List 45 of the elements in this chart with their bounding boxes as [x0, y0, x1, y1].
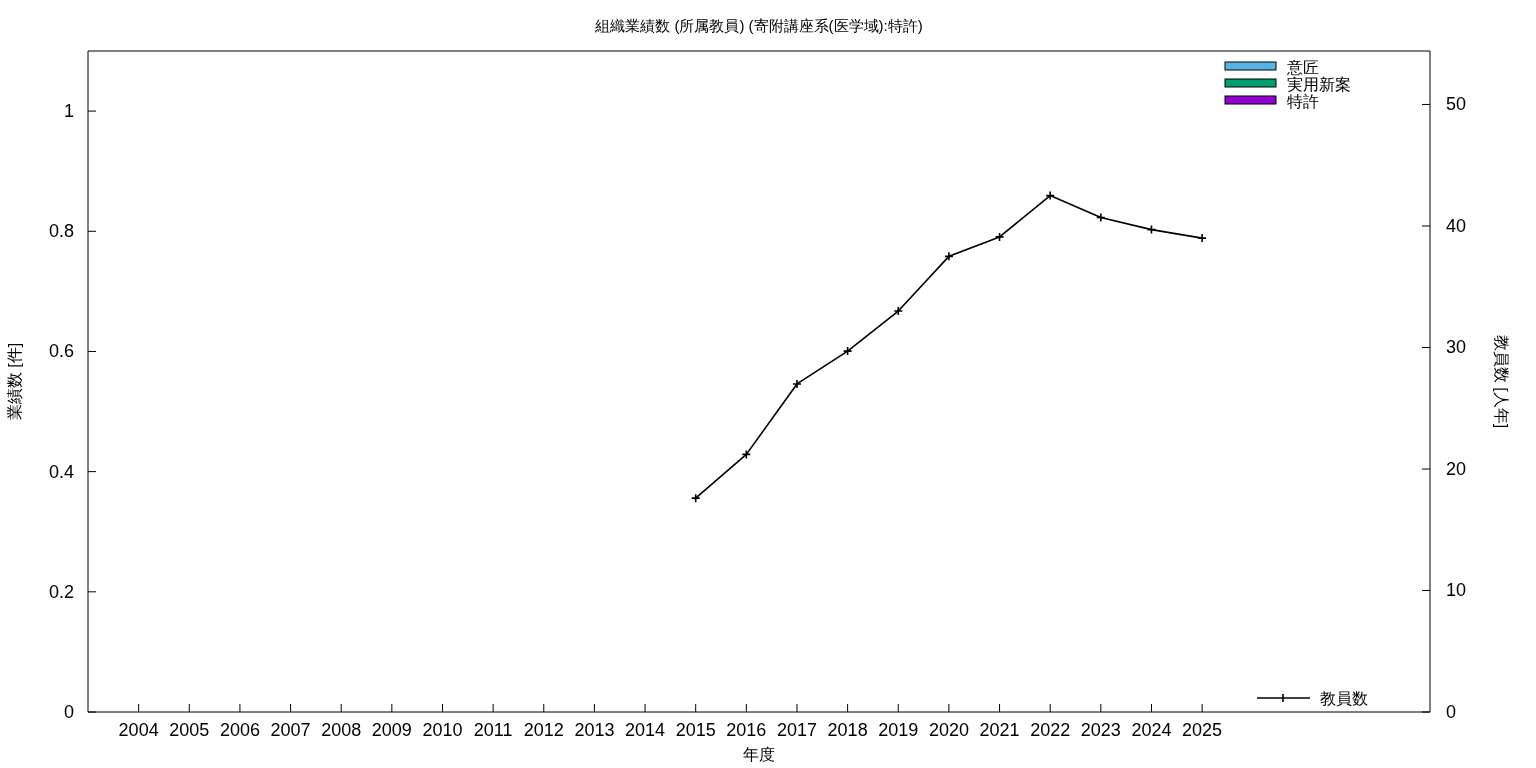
- legend-label: 意匠: [1286, 59, 1319, 76]
- x-tick-label: 2017: [776, 720, 817, 740]
- x-tick-label: 2006: [219, 720, 260, 740]
- y-tick-label: 1: [63, 101, 74, 122]
- y2-axis-title: 教員数 [人年]: [1493, 334, 1510, 429]
- x-tick-label: 2019: [878, 720, 919, 740]
- y2-tick-label: 10: [1446, 580, 1467, 601]
- x-tick-label: 2011: [473, 720, 513, 740]
- y-tick-label: 0.8: [48, 221, 74, 242]
- x-tick-label: 2016: [726, 720, 767, 740]
- y2-tick-label: 0: [1446, 702, 1457, 722]
- y2-tick-label: 30: [1446, 337, 1467, 358]
- x-tick-label: 2005: [169, 720, 210, 740]
- x-tick-label: 2024: [1131, 720, 1172, 740]
- x-tick-label: 2009: [371, 720, 412, 740]
- x-tick-label: 2021: [979, 720, 1020, 740]
- y-tick-label: 0.2: [48, 581, 74, 602]
- x-tick-label: 2008: [321, 720, 362, 740]
- legend-label: 特許: [1287, 93, 1319, 110]
- x-tick-label: 2025: [1182, 720, 1223, 740]
- legend-label: 教員数: [1320, 690, 1368, 707]
- legend-label: 実用新案: [1287, 76, 1351, 93]
- x-tick-label: 2015: [675, 720, 716, 740]
- x-tick-label: 2012: [523, 720, 564, 740]
- y-tick-label: 0: [63, 702, 74, 722]
- x-axis-title: 年度: [743, 746, 775, 763]
- y2-tick-label: 20: [1446, 458, 1467, 479]
- y-axis-title: 業績数 [件]: [6, 342, 23, 421]
- x-tick-label: 2023: [1080, 720, 1121, 740]
- y2-tick-label: 50: [1446, 94, 1467, 115]
- y-tick-label: 0.6: [48, 341, 74, 362]
- chart-title: 組織業績数 (所属教員) (寄附講座系(医学域):特許): [594, 17, 923, 34]
- x-tick-label: 2007: [270, 720, 311, 740]
- y-tick-label: 0.4: [48, 461, 74, 482]
- x-tick-label: 2020: [928, 720, 969, 740]
- x-tick-label: 2013: [574, 720, 615, 740]
- point: [792, 379, 802, 389]
- x-tick-label: 2004: [118, 720, 159, 740]
- x-tick-label: 2010: [422, 720, 463, 740]
- x-tick-label: 2018: [827, 720, 868, 740]
- point: [893, 306, 904, 316]
- point: [1197, 233, 1207, 243]
- x-tick-label: 2014: [625, 720, 666, 740]
- y2-tick-label: 40: [1446, 215, 1467, 236]
- x-tick-label: 2022: [1030, 720, 1071, 740]
